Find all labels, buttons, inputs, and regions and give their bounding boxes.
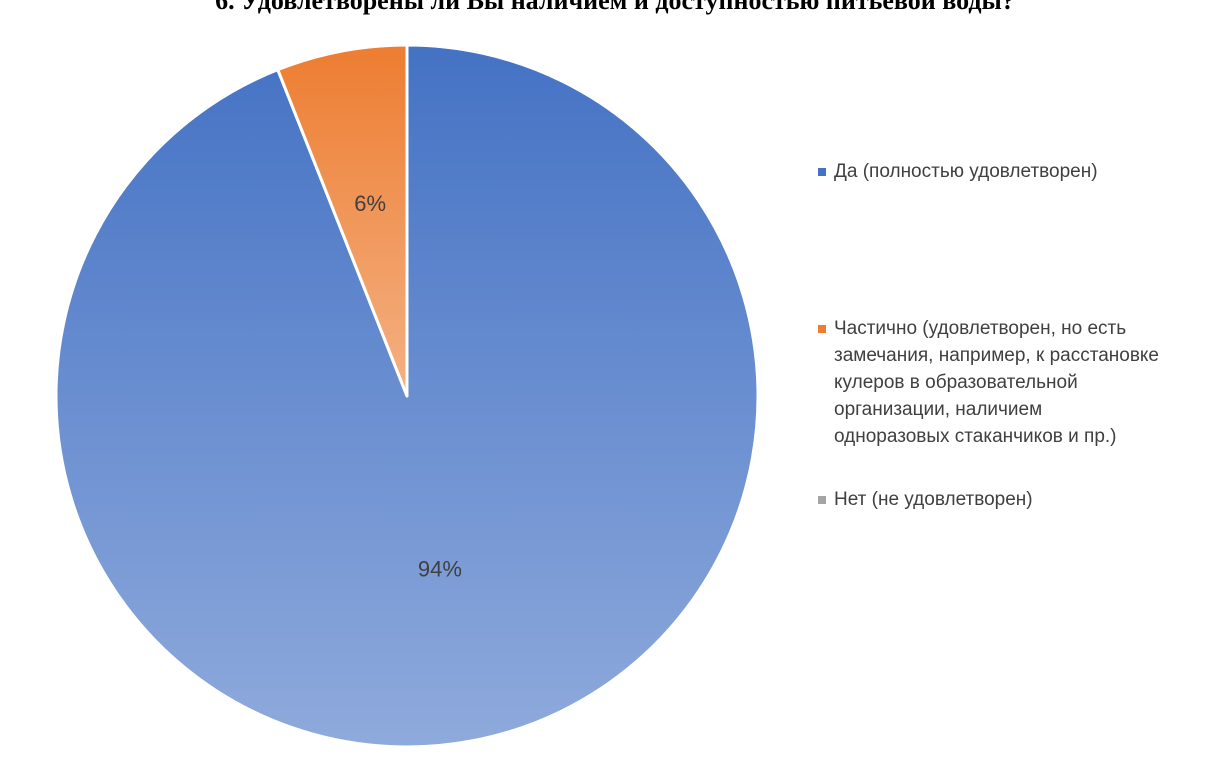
legend-swatch-chastichno: [818, 325, 826, 333]
data-label-chastichno: 6%: [354, 191, 386, 216]
legend-label-line: Нет (не удовлетворен): [834, 489, 1033, 510]
legend-label-line: одноразовых стаканчиков и пр.): [834, 426, 1117, 447]
data-label-da: 94%: [418, 556, 462, 581]
pie-slice-chastichno: [276, 43, 409, 398]
legend-item-da: Да (полностью удовлетворен): [818, 158, 1224, 185]
legend-label-line: Частично (удовлетворен, но есть: [834, 318, 1127, 339]
legend-label-line: Да (полностью удовлетворен): [834, 161, 1098, 182]
legend: Да (полностью удовлетворен) Частично (уд…: [804, 150, 1224, 638]
chart-title: 6. Удовлетворены ли Вы наличием и доступ…: [215, 0, 1015, 15]
legend-label-line: кулеров в образовательной: [834, 372, 1078, 393]
legend-item-net: Нет (не удовлетворен): [818, 486, 1224, 513]
legend-item-chastichno: Частично (удовлетворен, но есть замечани…: [818, 315, 1224, 450]
legend-label-line: организации, наличием: [834, 399, 1043, 420]
legend-label-line: замечания, например, к расстановке: [834, 345, 1160, 366]
legend-swatch-da: [818, 168, 826, 176]
legend-swatch-net: [818, 496, 826, 504]
